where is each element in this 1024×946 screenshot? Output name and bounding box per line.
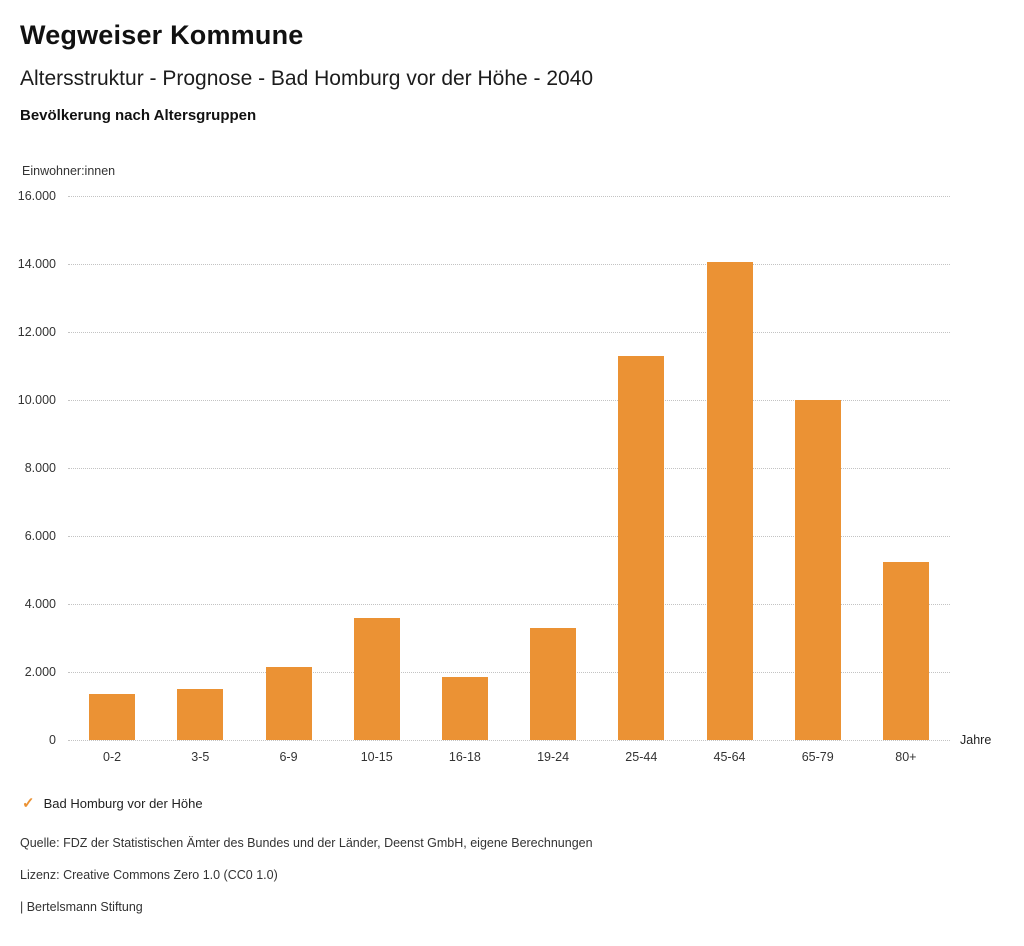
bar-0-2[interactable] [89, 694, 136, 740]
footer: Quelle: FDZ der Statistischen Ämter des … [20, 836, 1024, 914]
bar-65-79[interactable] [794, 400, 841, 740]
gridline [68, 672, 950, 673]
bar-chart: Einwohner:innen Jahre 0 2.000 4.000 6.000 8.… [0, 164, 1024, 768]
gridline [68, 264, 950, 265]
gridline [68, 536, 950, 537]
check-icon[interactable]: ✓ [22, 795, 35, 812]
gridline [68, 740, 950, 741]
x-tick-label: 3-5 [191, 750, 210, 764]
gridline [68, 400, 950, 401]
y-tick-label: 10.000 [17, 393, 56, 407]
header: Wegweiser Kommune Altersstruktur - Progn… [0, 0, 1024, 124]
y-tick-label: 14.000 [17, 257, 56, 271]
y-tick-label: 6.000 [24, 529, 56, 543]
gridline [68, 332, 950, 333]
y-tick-label: 4.000 [24, 597, 56, 611]
gridline [68, 468, 950, 469]
x-tick-label: 6-9 [279, 750, 298, 764]
bar-25-44[interactable] [618, 355, 665, 740]
bar-19-24[interactable] [530, 627, 577, 740]
gridline [68, 196, 950, 197]
y-tick-label: 8.000 [24, 461, 56, 475]
source-text: Quelle: FDZ der Statistischen Ämter des … [20, 836, 593, 850]
bar-3-5[interactable] [177, 689, 224, 740]
x-tick-label: 65-79 [801, 750, 834, 764]
bar-16-18[interactable] [441, 677, 488, 740]
x-tick-label: 25-44 [625, 750, 658, 764]
license-text: Lizenz: Creative Commons Zero 1.0 (CC0 1… [20, 868, 278, 882]
y-tick-label: 2.000 [24, 665, 56, 679]
attribution-text: | Bertelsmann Stiftung [20, 900, 143, 914]
x-tick-label: 19-24 [537, 750, 570, 764]
legend-label: Bad Homburg vor der Höhe [43, 795, 203, 811]
y-axis-title: Einwohner:innen [22, 164, 116, 178]
y-tick-label: 12.000 [17, 325, 56, 339]
bar-80+[interactable] [882, 561, 929, 740]
gridline [68, 604, 950, 605]
chart-caption: Bevölkerung nach Altersgruppen [20, 107, 257, 124]
chart-subtitle: Altersstruktur - Prognose - Bad Homburg … [20, 67, 594, 90]
plot-area: Jahre 0 2.000 4.000 6.000 8.000 10.000 12.000 1… [18, 189, 992, 747]
x-tick-label: 0-2 [103, 750, 122, 764]
bar-6-9[interactable] [265, 666, 312, 740]
x-axis-ticks: 0-2 3-5 6-9 10-15 16-18 19-24 25-44 45-64 65-79 8… [68, 740, 950, 768]
y-tick-label: 16.000 [17, 189, 56, 203]
x-tick-label: 16-18 [448, 750, 481, 764]
page-title: Wegweiser Kommune [20, 20, 304, 50]
bar-45-64[interactable] [706, 262, 753, 740]
y-tick-label: 0 [49, 733, 56, 747]
bar-10-15[interactable] [353, 617, 400, 740]
x-tick-label: 80+ [895, 750, 917, 764]
legend[interactable]: ✓ Bad Homburg vor der Höhe [22, 794, 1024, 812]
x-tick-label: 10-15 [360, 750, 393, 764]
x-axis-title: Jahre [960, 733, 992, 747]
x-tick-label: 45-64 [713, 750, 746, 764]
